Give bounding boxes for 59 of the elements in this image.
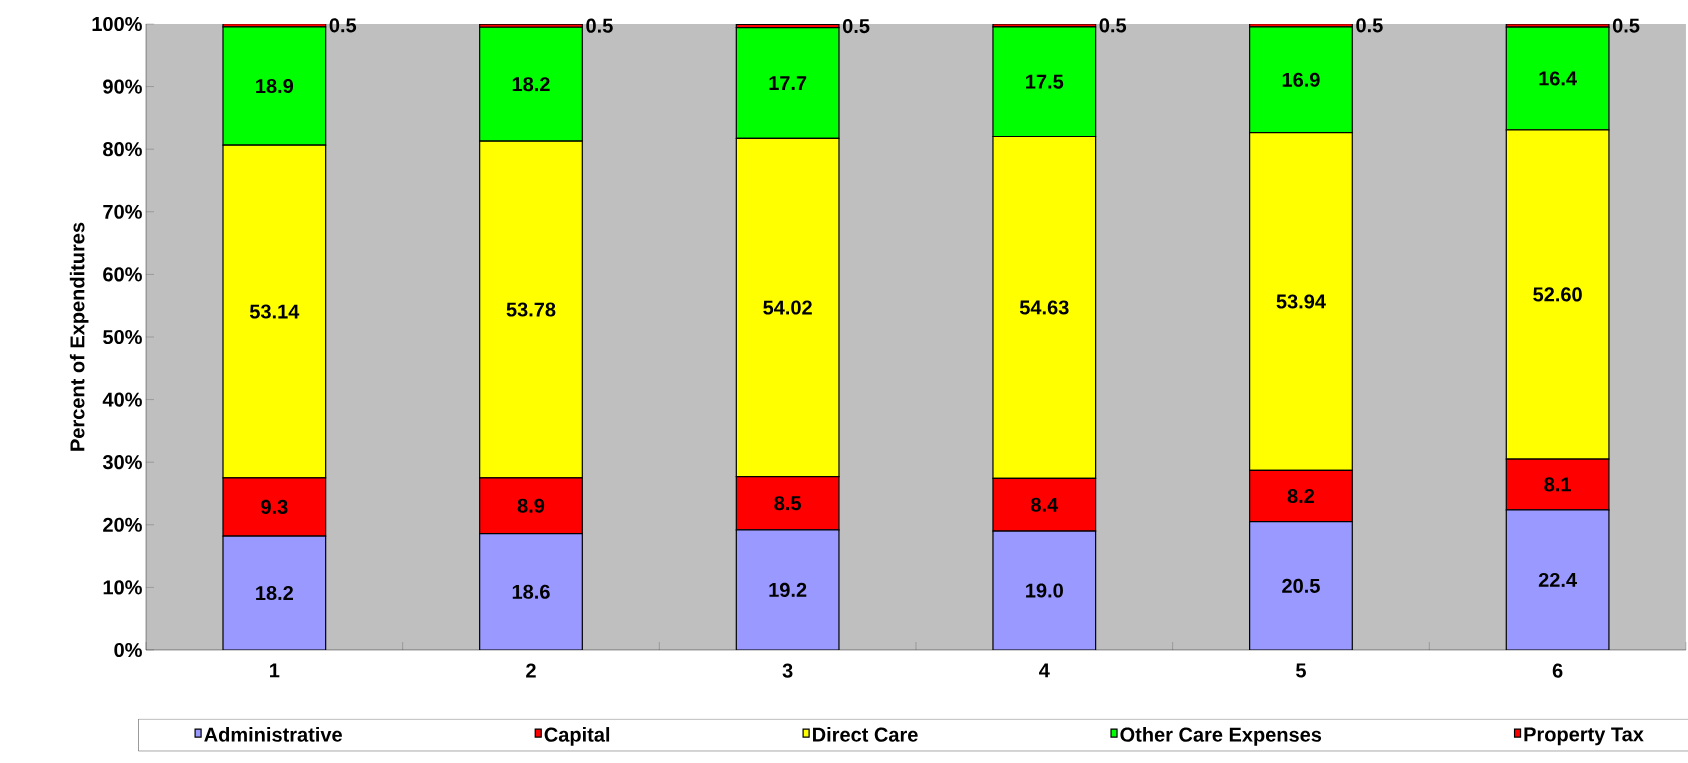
data-label: 17.7 — [769, 76, 807, 90]
data-label: 8.2 — [1287, 488, 1315, 504]
y-tick-label: 90% — [103, 79, 142, 94]
data-label: 0.5 — [1099, 18, 1127, 33]
data-label: 53.78 — [506, 302, 556, 317]
y-tick-label: 100% — [92, 16, 142, 32]
bar — [1249, 521, 1353, 650]
data-label: 8.1 — [1544, 477, 1571, 492]
data-label: 18.2 — [256, 585, 293, 601]
data-label: 22.4 — [1538, 572, 1577, 587]
data-label: 9.3 — [261, 499, 288, 515]
bar — [1505, 509, 1610, 650]
y-tick-label: 80% — [103, 142, 142, 157]
legend-label: Other Care Expenses — [1120, 727, 1322, 746]
data-label: 18.9 — [256, 78, 294, 94]
data-label: 0.5 — [1612, 18, 1640, 33]
bar — [992, 530, 1097, 650]
data-label: 54.02 — [763, 300, 812, 315]
y-tick-label: 60% — [103, 267, 142, 282]
data-label: 16.4 — [1539, 71, 1577, 86]
y-tick-label: 40% — [102, 392, 142, 407]
legend-label: Property Tax — [1524, 727, 1644, 746]
x-tick-label: 3 — [782, 663, 793, 678]
y-axis-title: Percent of Expenditures — [69, 222, 89, 451]
data-label: 53.94 — [1276, 294, 1326, 309]
x-tick-label: 4 — [1039, 663, 1050, 678]
x-tick-label: 5 — [1296, 663, 1306, 678]
data-label: 16.9 — [1282, 72, 1320, 87]
legend-label: Capital — [544, 727, 610, 746]
data-label: 18.6 — [512, 584, 550, 599]
legend-label: Direct Care — [813, 727, 918, 742]
data-label: 19.0 — [1026, 583, 1063, 598]
bar — [479, 532, 583, 650]
x-tick-label: 2 — [526, 663, 536, 678]
y-tick-label: 10% — [103, 580, 142, 595]
y-tick-label: 20% — [103, 517, 142, 532]
data-label: 8.9 — [517, 498, 545, 513]
data-label: 17.5 — [1026, 74, 1064, 89]
data-label: 19.2 — [769, 582, 807, 597]
y-tick-label: 0% — [114, 642, 142, 658]
data-label: 54.63 — [1019, 300, 1069, 315]
x-tick-label: 1 — [270, 663, 280, 678]
x-tick-label: 6 — [1552, 663, 1563, 678]
data-label: 0.5 — [1356, 18, 1383, 33]
data-label: 8.4 — [1031, 497, 1059, 512]
data-label: 0.5 — [329, 18, 357, 33]
legend-label: Administrative — [204, 727, 342, 742]
y-tick-label: 50% — [103, 329, 142, 345]
data-label: 53.14 — [249, 304, 300, 319]
data-label: 52.60 — [1533, 287, 1582, 302]
data-label: 8.5 — [774, 496, 801, 511]
bar — [222, 535, 327, 650]
y-tick-label: 30% — [102, 455, 142, 470]
data-label: 0.5 — [586, 18, 613, 33]
data-label: 18.2 — [512, 77, 550, 92]
data-label: 0.5 — [842, 18, 870, 34]
bar — [735, 529, 840, 650]
data-label: 20.5 — [1282, 578, 1320, 593]
y-tick-label: 70% — [103, 204, 142, 219]
